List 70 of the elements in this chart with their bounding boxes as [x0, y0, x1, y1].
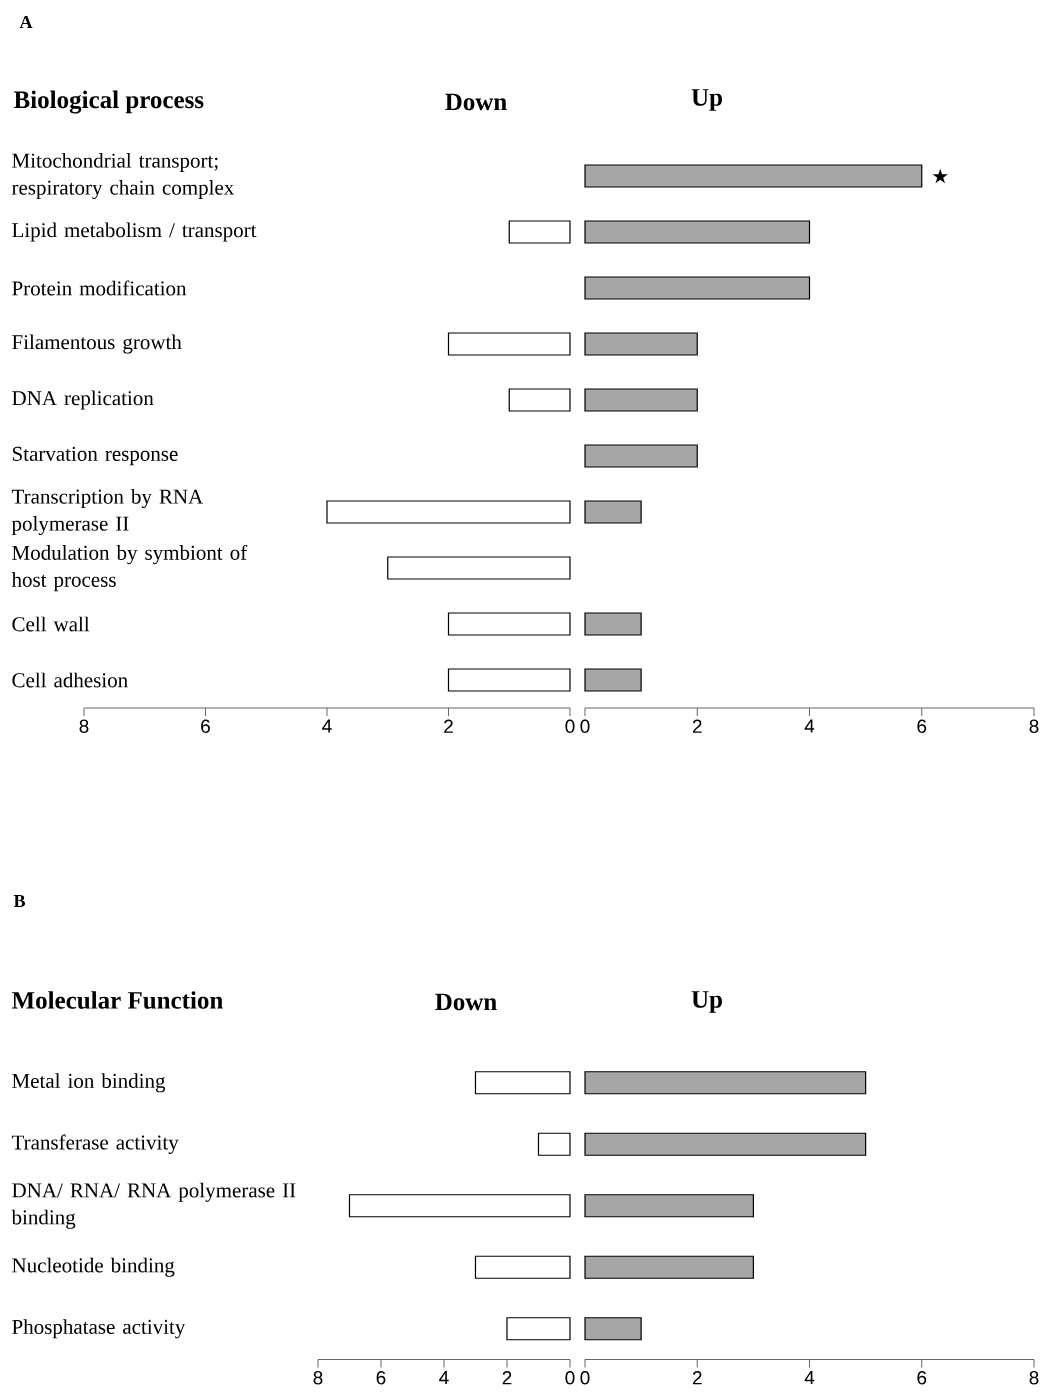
bar: [584, 1317, 642, 1341]
annotation: ★: [932, 168, 948, 184]
x-tick-label: 6: [917, 719, 927, 734]
text: B: [13, 895, 26, 907]
bar: [508, 220, 571, 244]
y-tick-label: DNA replication: [12, 390, 154, 410]
y-tick-label: DNA/ RNA/ RNA polymerase II binding: [11, 1182, 296, 1229]
bar: [584, 164, 923, 188]
x-tick-label: 8: [79, 719, 89, 734]
chart-title: Down: [435, 993, 497, 1011]
y-tick-label: Lipid metabolism / transport: [12, 222, 257, 242]
y-axis-title: Molecular Function: [11, 991, 223, 1009]
x-tick-label: 8: [313, 1371, 323, 1385]
bar: [387, 556, 571, 580]
y-tick-label: Protein modification: [12, 280, 187, 296]
y-tick-label: Mitochondrial transport; respiratory chain complex: [11, 152, 235, 200]
bar: [474, 1255, 571, 1279]
x-tick-label: 0: [580, 719, 590, 734]
x-tick-label: 8: [1029, 1371, 1039, 1385]
x-tick-label: 2: [502, 1371, 512, 1385]
bar: [584, 276, 811, 300]
x-tick-label: 2: [444, 719, 453, 733]
chart-title: Down: [445, 93, 507, 111]
y-tick-label: Transcription by RNA polymerase II: [11, 488, 204, 536]
x-tick-label: 2: [692, 1371, 702, 1385]
x-tick-label: 8: [1029, 719, 1039, 734]
bar: [447, 612, 571, 636]
y-tick-label: Starvation response: [12, 446, 178, 466]
bar: [584, 1071, 867, 1095]
bar: [584, 668, 642, 692]
bar: [584, 500, 642, 524]
bar: [537, 1132, 571, 1156]
bar: [474, 1071, 571, 1095]
bar: [326, 500, 571, 524]
bar: [584, 332, 698, 356]
x-tick-label: 4: [322, 719, 332, 733]
y-tick-label: Modulation by symbiont of host process: [11, 544, 248, 592]
x-tick-label: 0: [565, 719, 575, 734]
x-tick-label: 2: [692, 719, 702, 733]
y-tick-label: Cell adhesion: [12, 672, 128, 688]
bar: [584, 220, 811, 244]
bar: [584, 612, 642, 636]
bar: [508, 388, 571, 412]
y-tick-label: Filamentous growth: [12, 334, 182, 354]
bar: [447, 668, 571, 692]
bar: [348, 1194, 571, 1218]
y-tick-label: Nucleotide binding: [12, 1257, 175, 1277]
bar: [584, 1194, 754, 1218]
y-axis-title: Biological process: [13, 90, 204, 114]
bar: [447, 332, 571, 356]
y-tick-label: Transferase activity: [11, 1134, 179, 1154]
x-tick-label: 6: [376, 1371, 386, 1385]
x-tick-label: 6: [201, 719, 210, 734]
chart-title: Up: [691, 991, 722, 1013]
chart-title: Up: [691, 89, 722, 111]
x-tick-label: 4: [439, 1371, 449, 1385]
bar: [584, 1255, 754, 1279]
x-tick-label: 4: [804, 719, 815, 733]
bar: [584, 388, 698, 412]
text: A: [19, 16, 33, 28]
bar: [584, 1132, 867, 1156]
y-tick-label: Metal ion binding: [12, 1073, 166, 1093]
x-tick-label: 6: [917, 1371, 927, 1385]
y-tick-label: Cell wall: [12, 616, 90, 632]
bar: [506, 1317, 571, 1341]
y-tick-label: Phosphatase activity: [12, 1319, 186, 1339]
bar: [584, 444, 698, 468]
x-tick-label: 4: [804, 1371, 815, 1385]
x-tick-label: 0: [580, 1371, 590, 1385]
x-tick-label: 0: [565, 1371, 575, 1385]
